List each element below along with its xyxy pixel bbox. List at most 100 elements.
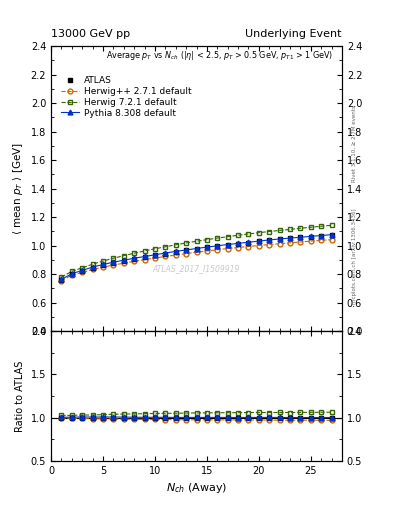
Pythia 8.308 default xyxy=(215,243,220,249)
ATLAS xyxy=(59,277,64,283)
Pythia 8.308 default xyxy=(225,242,230,248)
ATLAS xyxy=(319,232,323,239)
Pythia 8.308 default xyxy=(121,257,126,263)
Herwig 7.2.1 default xyxy=(215,235,220,241)
Pythia 8.308 default xyxy=(80,267,84,273)
Herwig++ 2.7.1 default xyxy=(236,244,241,250)
Pythia 8.308 default xyxy=(184,247,189,253)
Herwig 7.2.1 default xyxy=(277,227,282,233)
Pythia 8.308 default xyxy=(111,259,116,265)
ATLAS xyxy=(90,265,95,271)
Pythia 8.308 default xyxy=(298,234,303,240)
Y-axis label: $\langle$ mean $p_T$ $\rangle$ [GeV]: $\langle$ mean $p_T$ $\rangle$ [GeV] xyxy=(11,142,25,235)
Herwig++ 2.7.1 default xyxy=(215,247,220,253)
Herwig++ 2.7.1 default xyxy=(70,272,74,278)
Herwig++ 2.7.1 default xyxy=(142,257,147,263)
Herwig++ 2.7.1 default xyxy=(163,253,168,260)
Herwig 7.2.1 default xyxy=(59,274,64,280)
Text: 13000 GeV pp: 13000 GeV pp xyxy=(51,29,130,39)
Line: Herwig++ 2.7.1 default: Herwig++ 2.7.1 default xyxy=(59,237,334,283)
Line: Pythia 8.308 default: Pythia 8.308 default xyxy=(59,232,334,282)
ATLAS xyxy=(309,233,313,240)
Herwig 7.2.1 default xyxy=(184,240,189,246)
Text: Rivet 3.1.10, ≥ 2.7M events: Rivet 3.1.10, ≥ 2.7M events xyxy=(352,105,357,182)
Herwig 7.2.1 default xyxy=(111,255,116,261)
ATLAS xyxy=(142,254,147,260)
Text: Underlying Event: Underlying Event xyxy=(245,29,342,39)
Legend: ATLAS, Herwig++ 2.7.1 default, Herwig 7.2.1 default, Pythia 8.308 default: ATLAS, Herwig++ 2.7.1 default, Herwig 7.… xyxy=(59,73,194,120)
Herwig 7.2.1 default xyxy=(288,226,292,232)
Herwig 7.2.1 default xyxy=(80,265,84,271)
Herwig 7.2.1 default xyxy=(225,233,230,240)
ATLAS xyxy=(152,252,157,258)
Herwig++ 2.7.1 default xyxy=(319,238,323,244)
Herwig 7.2.1 default xyxy=(90,261,95,267)
Line: Herwig 7.2.1 default: Herwig 7.2.1 default xyxy=(59,223,334,280)
Line: ATLAS: ATLAS xyxy=(59,232,334,282)
Herwig++ 2.7.1 default xyxy=(225,245,230,251)
Herwig++ 2.7.1 default xyxy=(204,248,209,254)
ATLAS xyxy=(257,238,261,244)
Pythia 8.308 default xyxy=(277,236,282,242)
Text: ATLAS_2017_I1509919: ATLAS_2017_I1509919 xyxy=(153,264,240,273)
Herwig 7.2.1 default xyxy=(142,248,147,254)
ATLAS xyxy=(267,237,272,243)
Pythia 8.308 default xyxy=(101,262,105,268)
Pythia 8.308 default xyxy=(173,248,178,254)
Pythia 8.308 default xyxy=(246,239,251,245)
Pythia 8.308 default xyxy=(204,244,209,250)
Pythia 8.308 default xyxy=(267,237,272,243)
Pythia 8.308 default xyxy=(319,232,323,239)
ATLAS xyxy=(215,243,220,249)
Herwig 7.2.1 default xyxy=(173,242,178,248)
Herwig++ 2.7.1 default xyxy=(90,266,95,272)
ATLAS xyxy=(101,262,105,268)
Herwig 7.2.1 default xyxy=(257,229,261,236)
Pythia 8.308 default xyxy=(329,231,334,238)
Herwig 7.2.1 default xyxy=(246,231,251,237)
Herwig++ 2.7.1 default xyxy=(184,250,189,257)
ATLAS xyxy=(173,249,178,255)
Herwig 7.2.1 default xyxy=(236,232,241,238)
Pythia 8.308 default xyxy=(90,264,95,270)
X-axis label: $N_{ch}$ (Away): $N_{ch}$ (Away) xyxy=(166,481,227,495)
Herwig++ 2.7.1 default xyxy=(173,252,178,258)
Pythia 8.308 default xyxy=(70,270,74,276)
Herwig++ 2.7.1 default xyxy=(246,243,251,249)
Herwig++ 2.7.1 default xyxy=(59,278,64,284)
Herwig++ 2.7.1 default xyxy=(298,239,303,245)
ATLAS xyxy=(194,246,199,252)
ATLAS xyxy=(288,235,292,241)
ATLAS xyxy=(246,240,251,246)
Herwig 7.2.1 default xyxy=(267,228,272,234)
Pythia 8.308 default xyxy=(142,253,147,260)
ATLAS xyxy=(184,247,189,253)
Y-axis label: Ratio to ATLAS: Ratio to ATLAS xyxy=(15,360,25,432)
Herwig 7.2.1 default xyxy=(101,258,105,264)
Herwig++ 2.7.1 default xyxy=(329,237,334,243)
Herwig++ 2.7.1 default xyxy=(132,258,136,264)
Herwig++ 2.7.1 default xyxy=(101,264,105,270)
Herwig++ 2.7.1 default xyxy=(267,242,272,248)
Herwig++ 2.7.1 default xyxy=(194,249,199,255)
Herwig++ 2.7.1 default xyxy=(111,262,116,268)
Herwig 7.2.1 default xyxy=(121,252,126,259)
Herwig++ 2.7.1 default xyxy=(152,255,157,261)
Herwig++ 2.7.1 default xyxy=(277,241,282,247)
ATLAS xyxy=(277,236,282,242)
Pythia 8.308 default xyxy=(132,255,136,261)
Herwig 7.2.1 default xyxy=(194,238,199,244)
ATLAS xyxy=(111,260,116,266)
Pythia 8.308 default xyxy=(163,250,168,256)
Herwig++ 2.7.1 default xyxy=(80,269,84,275)
Herwig++ 2.7.1 default xyxy=(257,243,261,249)
ATLAS xyxy=(329,232,334,238)
ATLAS xyxy=(70,271,74,278)
Pythia 8.308 default xyxy=(309,233,313,240)
Text: Average $p_T$ vs $N_{ch}$ ($|\eta|$ < 2.5, $p_T$ > 0.5 GeV, $p_{T1}$ > 1 GeV): Average $p_T$ vs $N_{ch}$ ($|\eta|$ < 2.… xyxy=(106,49,333,62)
ATLAS xyxy=(204,244,209,250)
ATLAS xyxy=(80,268,84,274)
Herwig 7.2.1 default xyxy=(70,268,74,274)
Pythia 8.308 default xyxy=(288,235,292,241)
Herwig++ 2.7.1 default xyxy=(121,260,126,266)
